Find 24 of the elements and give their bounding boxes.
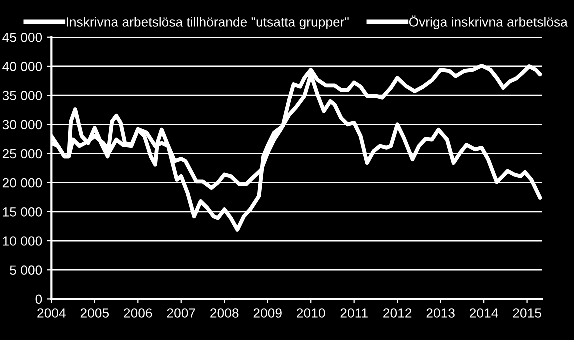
y-tick-label: 35 000 [2, 91, 42, 100]
y-tick-label: 0 [36, 294, 42, 304]
legend-label: Inskrivna arbetslösa tillhörande "utsatta grupper" [66, 17, 349, 30]
y-tick-label: 30 000 [2, 120, 42, 130]
x-tick-label: 2013 [426, 308, 455, 318]
y-tick-label: 45 000 [2, 32, 42, 42]
x-tick-label: 2009 [254, 308, 282, 318]
y-tick-label: 20 000 [2, 178, 42, 188]
y-tick-label: 40 000 [2, 62, 42, 72]
x-tick-label: 2006 [124, 308, 152, 318]
x-tick-label: 2010 [297, 308, 326, 318]
y-tick-label: 15 000 [3, 208, 42, 217]
x-tick-label: 2012 [384, 308, 412, 318]
x-tick-label: 2007 [167, 308, 196, 318]
legend-label: Övriga inskrivna arbetslösa [409, 16, 568, 30]
x-tick-label: 2005 [80, 308, 110, 318]
y-tick-label: 10 000 [3, 236, 42, 246]
x-tick-label: 2004 [38, 308, 66, 318]
x-tick-label: 2015 [513, 308, 542, 318]
x-tick-label: 2014 [470, 308, 498, 318]
y-tick-label: 25 000 [2, 149, 42, 159]
x-tick-label: 2011 [340, 308, 368, 318]
x-tick-label: 2008 [210, 308, 239, 318]
y-tick-label: 5 000 [10, 266, 42, 276]
